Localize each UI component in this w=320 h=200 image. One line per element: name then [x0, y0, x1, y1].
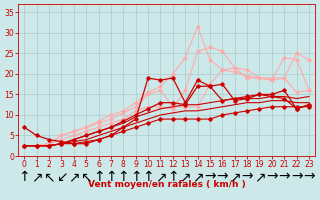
X-axis label: Vent moyen/en rafales ( km/h ): Vent moyen/en rafales ( km/h ): [88, 180, 245, 189]
